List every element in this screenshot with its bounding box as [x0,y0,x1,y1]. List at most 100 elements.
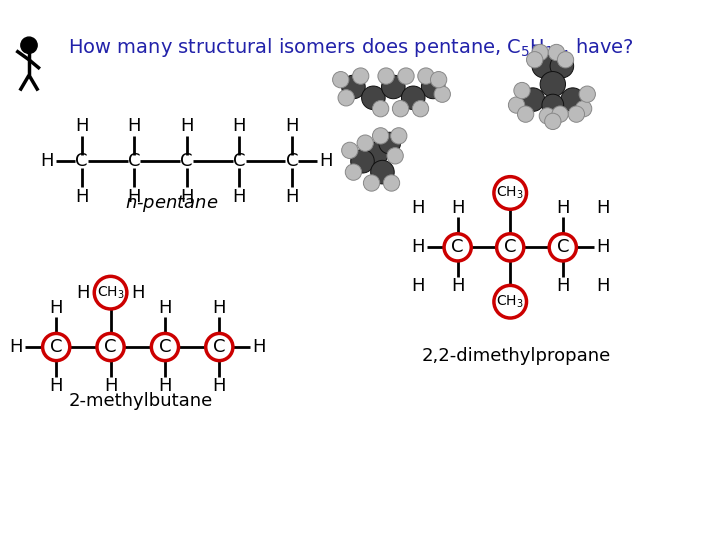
Ellipse shape [372,100,389,117]
Text: H: H [180,117,194,135]
Text: CH$_3$: CH$_3$ [496,294,524,310]
Text: H: H [104,377,117,395]
Ellipse shape [346,164,361,180]
Text: C: C [76,152,88,170]
Ellipse shape [561,88,585,111]
Ellipse shape [518,106,534,122]
Ellipse shape [383,175,400,191]
Ellipse shape [434,86,451,103]
Text: $n$-pentane: $n$-pentane [125,193,219,214]
Text: C: C [50,338,63,356]
Text: How many structural isomers does pentane, C$_5$H$_{12}$, have?: How many structural isomers does pentane… [68,37,634,59]
Text: H: H [158,377,171,395]
Ellipse shape [413,100,428,117]
Text: H: H [233,117,246,135]
Ellipse shape [421,75,445,99]
Ellipse shape [532,55,556,78]
Ellipse shape [390,128,407,144]
Ellipse shape [351,150,374,173]
Text: H: H [596,238,609,256]
Ellipse shape [392,100,409,117]
Ellipse shape [372,128,389,144]
Ellipse shape [521,88,544,111]
Ellipse shape [552,106,568,122]
Ellipse shape [382,75,405,99]
Text: H: H [158,299,171,317]
Text: H: H [50,377,63,395]
Text: C: C [213,338,225,356]
Ellipse shape [353,68,369,84]
Ellipse shape [539,108,556,124]
Text: H: H [411,238,425,256]
Text: C: C [104,338,117,356]
Text: H: H [285,187,299,206]
Text: C: C [286,152,298,170]
Ellipse shape [575,100,592,117]
Text: H: H [320,152,333,170]
Ellipse shape [579,86,595,103]
Text: H: H [451,199,464,218]
Ellipse shape [379,132,400,154]
Ellipse shape [342,75,365,99]
Text: H: H [556,199,570,218]
Text: H: H [75,187,89,206]
Text: CH$_3$: CH$_3$ [496,185,524,201]
Text: C: C [233,152,246,170]
Ellipse shape [364,175,379,191]
Text: H: H [180,187,194,206]
Text: H: H [212,299,226,317]
Ellipse shape [378,68,395,84]
Text: C: C [158,338,171,356]
Text: H: H [285,117,299,135]
Text: H: H [253,338,266,356]
Ellipse shape [544,113,561,130]
Text: H: H [9,338,23,356]
Text: H: H [233,187,246,206]
Text: H: H [127,117,141,135]
Ellipse shape [568,106,585,122]
Ellipse shape [361,140,378,157]
Ellipse shape [532,44,548,60]
Circle shape [21,37,37,53]
Text: H: H [556,278,570,295]
Text: H: H [411,199,425,218]
Text: C: C [451,238,464,256]
Ellipse shape [508,97,525,113]
Text: H: H [596,199,609,218]
Text: C: C [181,152,193,170]
Text: H: H [596,278,609,295]
Ellipse shape [371,160,395,184]
Text: CH$_3$: CH$_3$ [96,285,125,301]
Ellipse shape [550,55,574,78]
Text: C: C [557,238,569,256]
Text: H: H [212,377,226,395]
Text: H: H [50,299,63,317]
Ellipse shape [402,86,425,110]
Text: H: H [411,278,425,295]
Text: H: H [131,284,145,302]
Text: H: H [40,152,54,170]
Ellipse shape [357,135,374,151]
Text: C: C [128,152,140,170]
Ellipse shape [398,68,414,84]
Ellipse shape [333,71,349,88]
Ellipse shape [418,68,434,84]
Ellipse shape [338,90,354,106]
Text: C: C [504,238,516,256]
Ellipse shape [364,142,388,166]
Ellipse shape [557,52,574,68]
Ellipse shape [540,71,565,97]
Ellipse shape [542,94,564,116]
Text: H: H [76,284,90,302]
Ellipse shape [361,86,385,110]
Ellipse shape [514,83,530,99]
Text: H: H [127,187,141,206]
Ellipse shape [431,71,447,88]
Ellipse shape [387,147,403,164]
Text: H: H [75,117,89,135]
Text: 2-methylbutane: 2-methylbutane [68,393,212,410]
Ellipse shape [526,52,543,68]
Ellipse shape [342,142,358,159]
Text: 2,2-dimethylpropane: 2,2-dimethylpropane [422,347,611,365]
Ellipse shape [548,44,564,60]
